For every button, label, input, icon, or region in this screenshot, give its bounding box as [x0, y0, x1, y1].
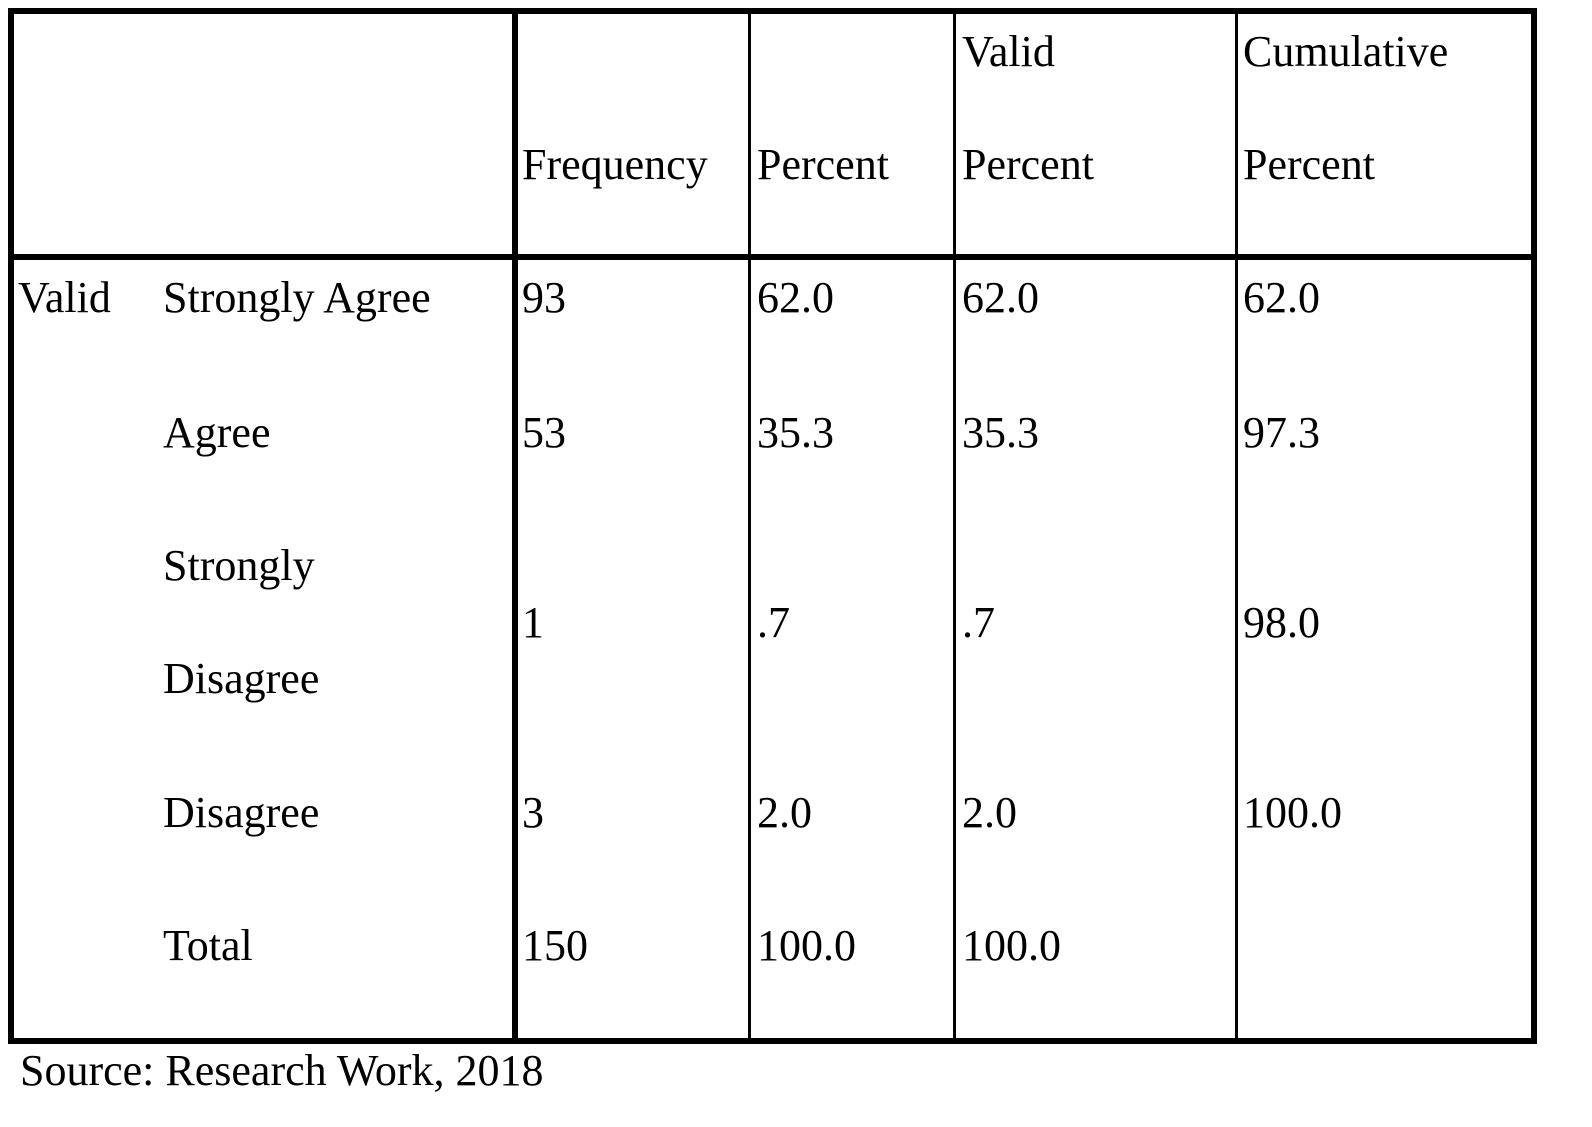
- cell: .7: [962, 598, 995, 647]
- row-label: Strongly Disagree: [163, 541, 320, 703]
- cell: 62.0: [757, 273, 834, 322]
- border: [8, 8, 14, 1044]
- column-header: Frequency: [522, 140, 708, 189]
- row-label: Agree: [163, 407, 271, 457]
- cell: 100.0: [962, 921, 1061, 970]
- column-header: Cumulative Percent: [1243, 27, 1449, 189]
- border: [8, 1038, 1537, 1044]
- column-header: Valid Percent: [962, 27, 1094, 189]
- column-rule: [953, 8, 956, 1044]
- row-label: Strongly Agree: [163, 272, 431, 322]
- cell: 3: [522, 788, 544, 837]
- cell: 35.3: [757, 408, 834, 457]
- border: [1531, 8, 1537, 1044]
- cell: 2.0: [757, 788, 812, 837]
- row-label: Total: [163, 920, 253, 970]
- cell: .7: [757, 598, 790, 647]
- cell: 100.0: [757, 921, 856, 970]
- cell: 53: [522, 408, 566, 457]
- border: [8, 8, 1537, 14]
- page: Source: Research Work, 2018 (() => { con…: [8, 8, 1537, 1095]
- cell: 62.0: [1243, 273, 1320, 322]
- column-rule: [512, 8, 518, 1044]
- column-rule: [1235, 8, 1238, 1044]
- column-header: Percent: [757, 140, 889, 189]
- column-rule: [748, 8, 751, 1044]
- cell: 98.0: [1243, 598, 1320, 647]
- source-note: Source: Research Work, 2018: [20, 1046, 544, 1095]
- cell: 1: [522, 598, 544, 647]
- cell: 62.0: [962, 273, 1039, 322]
- cell: 35.3: [962, 408, 1039, 457]
- row-group: Valid: [18, 273, 111, 322]
- cell: 100.0: [1243, 788, 1342, 837]
- cell: 150: [522, 921, 588, 970]
- cell: 2.0: [962, 788, 1017, 837]
- row-label: Disagree: [163, 787, 320, 837]
- cell: 93: [522, 273, 566, 322]
- header-rule: [8, 254, 1537, 260]
- cell: 97.3: [1243, 408, 1320, 457]
